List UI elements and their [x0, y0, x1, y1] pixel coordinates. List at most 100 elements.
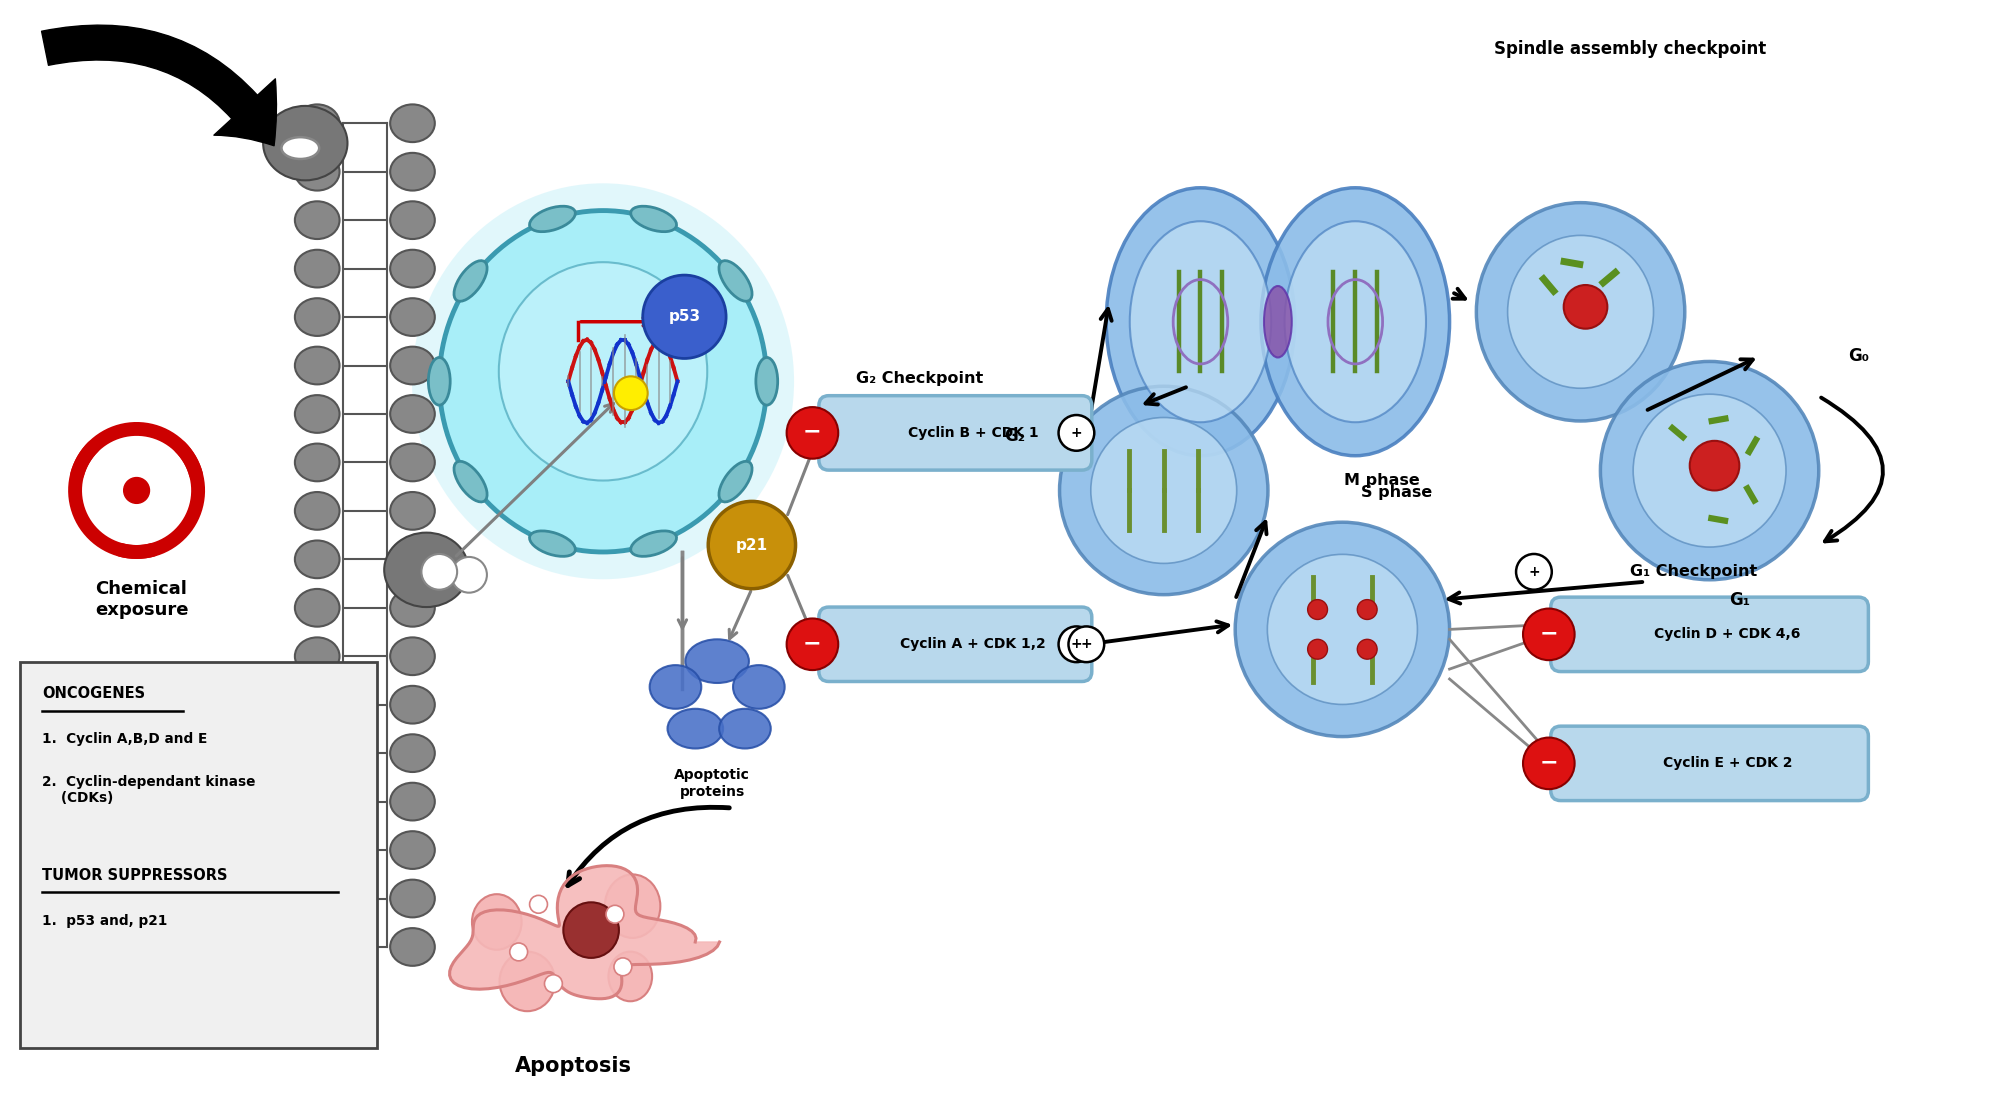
Ellipse shape [294, 832, 340, 869]
Text: G₀: G₀ [1848, 348, 1868, 365]
Text: G₂: G₂ [1004, 427, 1026, 444]
Text: −: − [804, 422, 822, 442]
Circle shape [1358, 639, 1378, 659]
Circle shape [614, 376, 648, 410]
Text: 1.  p53 and, p21: 1. p53 and, p21 [42, 914, 168, 928]
Ellipse shape [294, 250, 340, 287]
Circle shape [614, 958, 632, 976]
FancyBboxPatch shape [818, 396, 1092, 470]
Ellipse shape [1236, 522, 1450, 737]
Ellipse shape [294, 201, 340, 239]
Circle shape [786, 407, 838, 459]
Ellipse shape [604, 874, 660, 938]
Circle shape [1516, 554, 1552, 590]
Polygon shape [450, 866, 720, 999]
Circle shape [642, 275, 726, 359]
Ellipse shape [720, 708, 770, 748]
Ellipse shape [1634, 394, 1786, 547]
Text: +: + [1080, 637, 1092, 651]
Ellipse shape [1130, 221, 1272, 422]
Ellipse shape [390, 395, 434, 432]
Ellipse shape [294, 443, 340, 482]
Ellipse shape [294, 928, 340, 966]
Ellipse shape [630, 206, 676, 232]
Circle shape [114, 469, 158, 513]
Ellipse shape [294, 637, 340, 675]
Ellipse shape [1476, 202, 1684, 421]
Text: −: − [1540, 624, 1558, 644]
Ellipse shape [1268, 554, 1418, 704]
FancyBboxPatch shape [1550, 726, 1868, 801]
Text: p53: p53 [668, 309, 700, 324]
Text: +: + [1070, 637, 1082, 651]
Ellipse shape [440, 210, 766, 552]
Ellipse shape [454, 261, 488, 301]
Text: S phase: S phase [1362, 485, 1432, 499]
Ellipse shape [1264, 286, 1292, 358]
Ellipse shape [756, 358, 778, 405]
Ellipse shape [390, 832, 434, 869]
Ellipse shape [686, 639, 748, 683]
Ellipse shape [630, 531, 676, 557]
Text: Spindle assembly checkpoint: Spindle assembly checkpoint [1494, 40, 1766, 58]
Ellipse shape [390, 443, 434, 482]
Ellipse shape [294, 588, 340, 627]
Ellipse shape [390, 153, 434, 190]
Circle shape [1358, 600, 1378, 619]
Circle shape [124, 477, 150, 504]
Ellipse shape [650, 666, 702, 708]
Ellipse shape [294, 783, 340, 821]
Circle shape [422, 554, 458, 590]
Ellipse shape [668, 708, 724, 748]
FancyArrowPatch shape [42, 25, 276, 145]
Ellipse shape [390, 540, 434, 579]
FancyBboxPatch shape [818, 607, 1092, 682]
Ellipse shape [500, 952, 556, 1011]
Text: Cyclin D + CDK 4,6: Cyclin D + CDK 4,6 [1654, 627, 1800, 641]
Ellipse shape [390, 104, 434, 142]
Text: 2.  Cyclin-dependant kinase
    (CDKs): 2. Cyclin-dependant kinase (CDKs) [42, 776, 256, 805]
Circle shape [1308, 600, 1328, 619]
Text: Cyclin A + CDK 1,2: Cyclin A + CDK 1,2 [900, 637, 1046, 651]
Ellipse shape [1090, 418, 1236, 563]
Circle shape [1058, 415, 1094, 451]
Ellipse shape [1600, 362, 1818, 580]
Text: −: − [804, 634, 822, 653]
Ellipse shape [294, 153, 340, 190]
Text: 1.  Cyclin A,B,D and E: 1. Cyclin A,B,D and E [42, 732, 208, 746]
Ellipse shape [390, 637, 434, 675]
Text: TUMOR SUPPRESSORS: TUMOR SUPPRESSORS [42, 868, 228, 882]
Text: ONCOGENES: ONCOGENES [42, 686, 146, 701]
Circle shape [1068, 626, 1104, 662]
Ellipse shape [294, 685, 340, 724]
Text: +: + [1528, 564, 1540, 579]
Ellipse shape [294, 298, 340, 336]
Ellipse shape [390, 880, 434, 917]
Ellipse shape [428, 358, 450, 405]
Ellipse shape [608, 952, 652, 1001]
Ellipse shape [530, 531, 576, 557]
Text: G₁ Checkpoint: G₁ Checkpoint [1630, 564, 1758, 580]
Ellipse shape [390, 250, 434, 287]
Circle shape [564, 902, 618, 958]
Ellipse shape [294, 735, 340, 772]
Ellipse shape [1284, 221, 1426, 422]
Text: G₂ Checkpoint: G₂ Checkpoint [856, 371, 984, 386]
Ellipse shape [294, 540, 340, 579]
Circle shape [1524, 608, 1574, 660]
Ellipse shape [472, 894, 522, 949]
Ellipse shape [1106, 188, 1294, 455]
Circle shape [1524, 738, 1574, 789]
Ellipse shape [390, 298, 434, 336]
Ellipse shape [1262, 188, 1450, 455]
Ellipse shape [390, 685, 434, 724]
Ellipse shape [294, 104, 340, 142]
Text: G₁: G₁ [1728, 591, 1750, 608]
Text: Chemical
exposure: Chemical exposure [94, 580, 188, 618]
Ellipse shape [390, 783, 434, 821]
Text: Cyclin B + CDK 1: Cyclin B + CDK 1 [908, 426, 1038, 440]
Ellipse shape [384, 532, 468, 607]
Circle shape [452, 557, 486, 593]
Circle shape [1308, 639, 1328, 659]
Ellipse shape [294, 395, 340, 432]
